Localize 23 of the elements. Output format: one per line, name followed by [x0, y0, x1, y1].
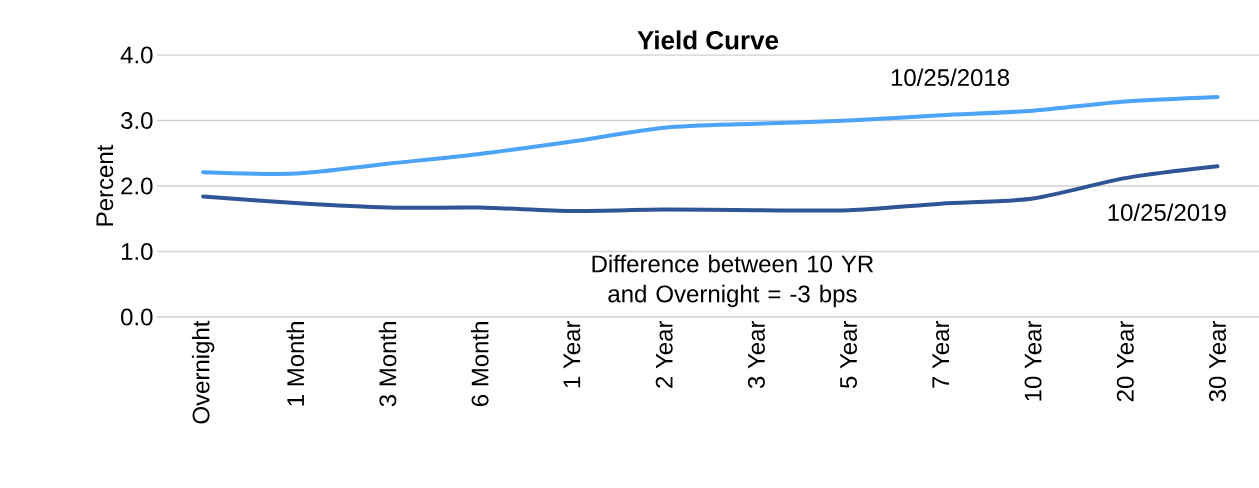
x-tick-label: 2 Year: [655, 320, 673, 388]
y-tick-label: 0.0: [121, 308, 153, 326]
x-tick-label: 1 Month: [286, 322, 305, 406]
x-tick-label: Overnight: [191, 320, 215, 424]
y-tick-label: 1.0: [121, 243, 153, 260]
x-tick-label: 5 Year: [840, 320, 857, 389]
x-tick-label: 1 Year: [563, 320, 581, 388]
series-label: 10/25/2018: [891, 68, 1010, 87]
y-tick-label: 4.0: [120, 46, 153, 64]
chart-title: Yield Curve: [637, 30, 779, 50]
line-series: [201, 94, 1220, 176]
annotation: Difference between 10 YR and Overnight = -3 bps: [592, 254, 874, 308]
x-tick-label: 3 Month: [378, 322, 397, 407]
series-label: 10/25/2019: [1108, 203, 1226, 222]
y-tick-label: 2.0: [121, 177, 153, 195]
y-axis-title: Percent: [96, 144, 114, 226]
x-tick-label: 30 Year: [1209, 320, 1226, 402]
x-tick-label: 10 Year: [1024, 320, 1042, 401]
x-tick-label: 6 Month: [470, 322, 489, 407]
y-tick-label: 3.0: [121, 112, 153, 129]
x-tick-label: 3 Year: [747, 320, 765, 389]
x-tick-label: 7 Year: [932, 320, 950, 388]
x-tick-label: 20 Year: [1116, 320, 1134, 402]
